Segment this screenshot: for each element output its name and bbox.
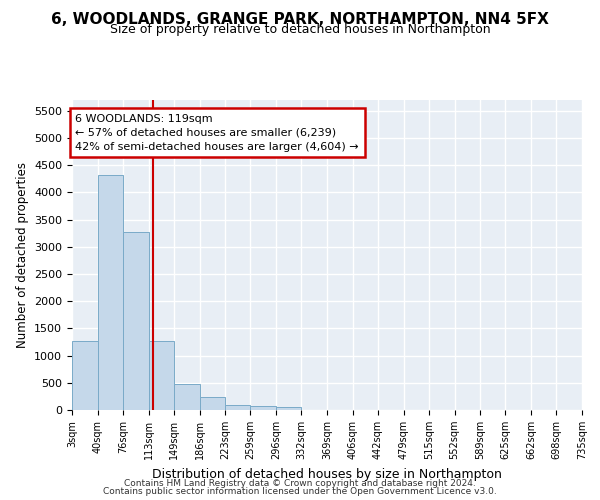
Bar (149, 341, 174, 410)
Text: 6 WOODLANDS: 119sqm
← 57% of detached houses are smaller (6,239)
42% of semi-det: 6 WOODLANDS: 119sqm ← 57% of detached ho… (76, 114, 359, 152)
Bar (123, 232, 149, 410)
Bar (276, 407, 301, 410)
Bar (250, 406, 276, 410)
Text: 6, WOODLANDS, GRANGE PARK, NORTHAMPTON, NN4 5FX: 6, WOODLANDS, GRANGE PARK, NORTHAMPTON, … (51, 12, 549, 28)
Bar (98, 174, 123, 410)
Y-axis label: Number of detached properties: Number of detached properties (16, 162, 29, 348)
Text: Size of property relative to detached houses in Northampton: Size of property relative to detached ho… (110, 22, 490, 36)
Bar (72, 341, 98, 410)
X-axis label: Distribution of detached houses by size in Northampton: Distribution of detached houses by size … (152, 468, 502, 480)
Bar (174, 384, 199, 410)
Bar (199, 398, 225, 410)
Text: Contains public sector information licensed under the Open Government Licence v3: Contains public sector information licen… (103, 487, 497, 496)
Text: Contains HM Land Registry data © Crown copyright and database right 2024.: Contains HM Land Registry data © Crown c… (124, 478, 476, 488)
Bar (225, 404, 250, 410)
